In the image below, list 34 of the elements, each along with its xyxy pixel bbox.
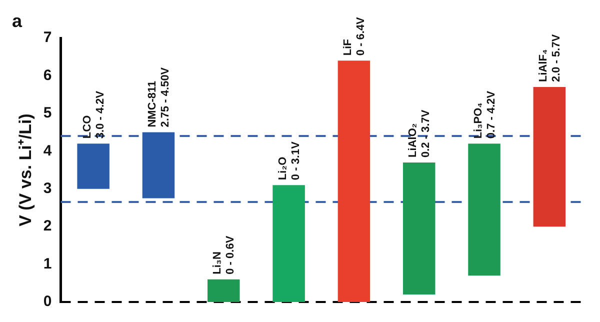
y-tick-label: 4: [43, 142, 52, 160]
x-tick-label: LCO: [81, 114, 94, 139]
x-tick-label: LiF: [342, 38, 354, 56]
annotation: 0 - 3.1V: [290, 140, 302, 180]
bar: [77, 144, 110, 189]
annotation: 0 - 6.4V: [354, 16, 367, 56]
y-axis-title: V (V vs. Li⁺/Li): [16, 114, 35, 226]
bar: [142, 132, 175, 198]
bar: [402, 162, 436, 294]
x-tick-label: Li₃PO₄: [472, 102, 484, 139]
x-tick-label: Li₂O: [276, 156, 289, 180]
x-tick-label: Li₃N: [212, 252, 224, 274]
bar: [208, 279, 240, 302]
bar: [272, 185, 305, 302]
y-tick-label: 6: [43, 66, 52, 84]
annotation: 0.7 - 4.2V: [485, 90, 498, 139]
y-tick-label: 2: [43, 218, 52, 235]
x-tick-label: LiAlF₄: [537, 49, 550, 82]
text: a: [12, 10, 23, 31]
x-tick-label: NMC-811: [146, 80, 159, 128]
annotation: 3.0 - 4.2V: [94, 90, 106, 139]
y-tick-label: 1: [43, 255, 52, 272]
bar: [468, 144, 500, 276]
y-tick-label: 7: [43, 29, 52, 46]
bar: [533, 87, 566, 227]
annotation: 0.2 - 3.7V: [420, 109, 432, 158]
annotation: 0 - 0.6V: [224, 235, 237, 274]
y-tick-label: 0: [43, 293, 52, 310]
y-tick-label: 5: [43, 104, 52, 122]
annotation: 2.0 - 5.7V: [550, 34, 562, 82]
y-tick-label: 3: [43, 180, 52, 197]
annotation: 2.75 - 4.50V: [160, 66, 172, 128]
bar: [338, 60, 370, 302]
x-tick-label: LiAlO₂: [407, 123, 420, 158]
